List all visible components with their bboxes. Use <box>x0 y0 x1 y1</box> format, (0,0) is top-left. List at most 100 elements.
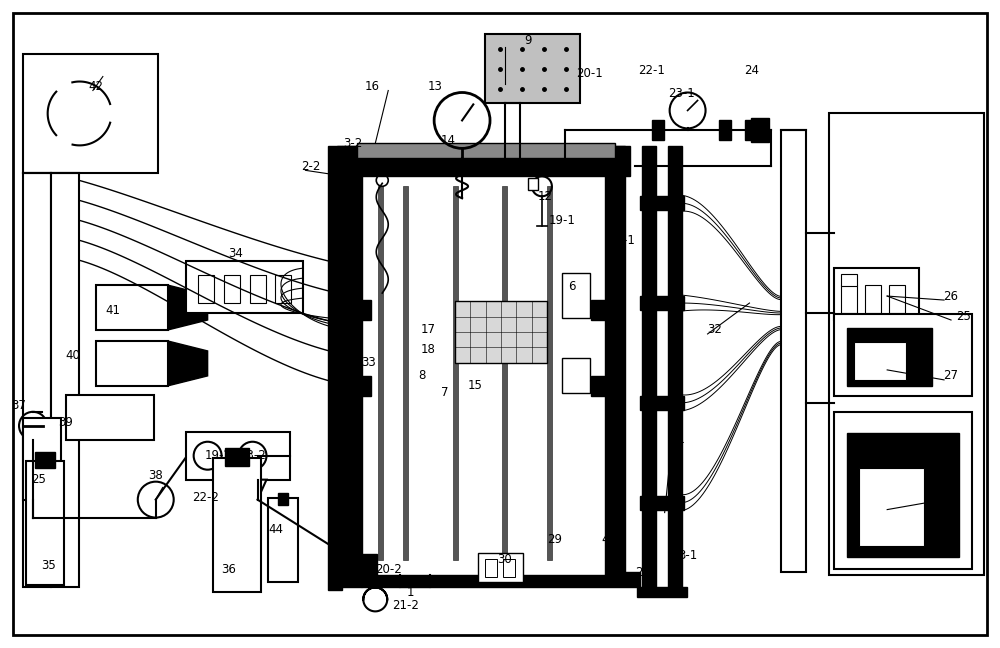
Text: 1: 1 <box>406 586 414 599</box>
Bar <box>275 275 291 303</box>
Bar <box>342 146 362 575</box>
Bar <box>26 461 64 585</box>
Text: 24: 24 <box>744 64 759 77</box>
Bar <box>781 130 806 572</box>
Bar <box>841 274 857 286</box>
Text: 23-1: 23-1 <box>668 87 695 100</box>
Text: 42: 42 <box>88 80 103 93</box>
Bar <box>357 376 371 396</box>
Bar <box>745 121 757 141</box>
Bar <box>485 559 497 577</box>
Text: 6: 6 <box>568 279 576 293</box>
Bar <box>250 275 266 303</box>
Bar <box>865 285 881 313</box>
Bar <box>357 143 615 158</box>
Bar <box>268 498 298 583</box>
Text: 2-2: 2-2 <box>301 160 320 173</box>
Text: 19-1: 19-1 <box>548 214 575 227</box>
Polygon shape <box>249 480 267 500</box>
Bar <box>562 273 590 318</box>
Text: 27: 27 <box>944 369 959 382</box>
Bar <box>455 301 547 363</box>
Bar <box>640 396 684 410</box>
Text: 21-2: 21-2 <box>392 599 419 612</box>
Bar <box>23 54 158 173</box>
Bar <box>186 432 290 480</box>
Bar <box>854 342 906 380</box>
Text: 29: 29 <box>547 533 562 546</box>
Bar <box>337 146 630 176</box>
Bar <box>35 452 55 468</box>
Bar <box>889 285 905 313</box>
Bar <box>841 285 857 313</box>
Bar <box>591 300 605 320</box>
Bar <box>605 146 625 575</box>
Text: 17: 17 <box>421 323 436 336</box>
Text: 31: 31 <box>670 434 685 446</box>
Text: 25: 25 <box>32 473 46 486</box>
Text: 15: 15 <box>468 379 482 393</box>
Text: 32: 32 <box>707 323 722 336</box>
Bar <box>357 300 371 320</box>
Bar <box>96 341 168 386</box>
Bar <box>847 328 932 386</box>
Bar <box>637 588 687 597</box>
Text: 8: 8 <box>418 369 426 382</box>
Bar <box>562 358 590 393</box>
Bar <box>278 492 288 505</box>
Bar <box>642 146 656 590</box>
Bar <box>834 268 919 320</box>
Text: 18: 18 <box>421 343 436 356</box>
Bar <box>640 496 684 509</box>
Bar <box>362 176 605 575</box>
Text: 16: 16 <box>365 80 380 93</box>
Polygon shape <box>168 285 208 330</box>
Bar <box>186 261 303 313</box>
Bar <box>751 119 769 143</box>
Bar <box>328 146 342 590</box>
Text: 30: 30 <box>498 553 512 566</box>
Bar <box>485 34 580 104</box>
Text: 36: 36 <box>221 563 236 576</box>
Bar <box>66 395 154 440</box>
Text: 21-1: 21-1 <box>608 234 635 247</box>
Text: 37: 37 <box>12 399 26 412</box>
Bar <box>23 418 61 500</box>
Bar <box>503 559 515 577</box>
Text: 22-1: 22-1 <box>638 64 665 77</box>
Text: 41: 41 <box>105 303 120 316</box>
Text: 34: 34 <box>228 247 243 260</box>
Bar <box>719 121 731 141</box>
Bar <box>859 468 924 546</box>
Text: 33: 33 <box>361 356 376 369</box>
Bar <box>640 196 684 210</box>
Bar <box>668 146 682 590</box>
Text: 20-2: 20-2 <box>375 563 402 576</box>
Text: 25: 25 <box>957 310 971 323</box>
Bar <box>403 186 408 561</box>
Text: 39: 39 <box>58 416 73 429</box>
Bar <box>591 376 605 396</box>
Bar <box>453 186 458 561</box>
Bar <box>51 173 79 588</box>
Bar <box>225 448 249 466</box>
Bar <box>834 314 972 396</box>
Text: 23-2: 23-2 <box>239 449 266 462</box>
Bar <box>547 186 552 561</box>
Bar <box>362 553 377 575</box>
Text: 12: 12 <box>537 190 552 203</box>
Bar <box>96 285 168 330</box>
Text: 3-2: 3-2 <box>343 137 362 150</box>
Text: 38: 38 <box>148 469 163 482</box>
Text: 2-1: 2-1 <box>635 566 654 579</box>
Bar <box>378 186 383 561</box>
Bar <box>652 121 664 141</box>
Text: 4: 4 <box>601 533 609 546</box>
Text: 9: 9 <box>524 34 532 47</box>
Text: 44: 44 <box>268 523 283 536</box>
Text: 7: 7 <box>441 386 449 399</box>
Bar <box>829 113 984 575</box>
Bar <box>478 553 523 583</box>
Text: 13: 13 <box>428 80 443 93</box>
Bar <box>332 572 640 588</box>
